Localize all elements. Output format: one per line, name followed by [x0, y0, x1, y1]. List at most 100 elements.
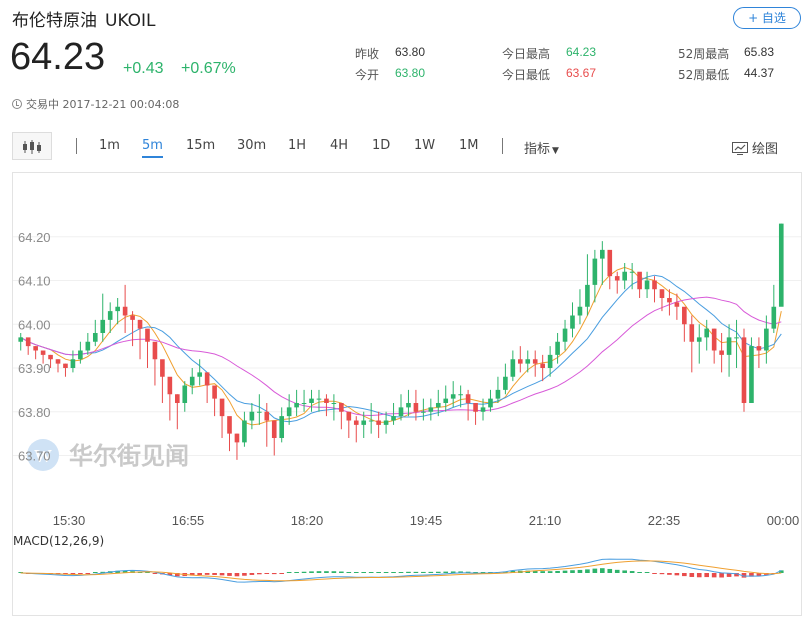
macd-bar — [167, 573, 173, 576]
candle — [488, 389, 493, 412]
candle-body — [435, 403, 441, 408]
candle-body — [585, 284, 590, 307]
candle — [734, 319, 739, 368]
candle-body — [540, 363, 545, 368]
candle-body — [652, 280, 657, 290]
add-watchlist-button[interactable]: + 自选 — [733, 7, 801, 29]
macd-bar — [719, 573, 724, 578]
macd-bar — [421, 571, 426, 573]
macd-bar — [577, 569, 583, 573]
candle — [115, 298, 120, 325]
macd-bar — [18, 572, 24, 573]
candle — [577, 289, 583, 325]
macd-bar — [592, 568, 598, 573]
macd-bar — [756, 573, 762, 577]
candle — [600, 241, 605, 285]
candle — [78, 341, 83, 364]
candle-body — [689, 324, 695, 342]
macd-bar — [368, 572, 374, 573]
tab-5m[interactable]: 5m — [142, 138, 163, 158]
candlestick-chart[interactable]: W 华尔街见闻 64.20 64.10 64.00 63.90 63.80 63.70 1… — [13, 173, 801, 615]
macd-bar — [85, 573, 91, 574]
macd-bar — [227, 573, 232, 576]
chart-type-button[interactable] — [12, 132, 52, 160]
tab-15m[interactable]: 15m — [186, 138, 216, 153]
candle — [503, 363, 508, 395]
indicator-label: 指标 — [524, 142, 551, 157]
macd-bar — [562, 570, 568, 573]
candle — [719, 333, 724, 373]
candle-body — [383, 420, 389, 425]
macd-bar — [70, 573, 76, 575]
macd-bar — [324, 571, 329, 573]
candle-body — [667, 298, 672, 303]
candle — [18, 333, 24, 351]
candle-body — [78, 350, 83, 360]
candle — [353, 416, 359, 443]
macd-bar — [242, 573, 247, 576]
candle — [525, 350, 531, 373]
stat-label-52w-high: 52周最高 — [678, 47, 730, 61]
candle — [182, 381, 188, 412]
last-price: 64.23 — [10, 36, 106, 78]
macd-bar — [189, 573, 195, 576]
candle — [204, 372, 210, 403]
tab-1h[interactable]: 1H — [288, 138, 307, 153]
macd-bar — [286, 572, 292, 573]
candle-body — [532, 359, 538, 364]
candle — [197, 359, 202, 386]
macd-bar — [361, 572, 367, 573]
tab-1w[interactable]: 1W — [414, 138, 436, 153]
stat-label-52w-low: 52周最低 — [678, 68, 730, 82]
candle — [339, 403, 344, 430]
tab-30m[interactable]: 30m — [237, 138, 267, 153]
stat-value-52w-low: 44.37 — [744, 66, 775, 80]
macd-bar — [629, 571, 635, 573]
macd-dea-line — [20, 560, 782, 582]
toolbar-divider — [76, 138, 77, 154]
candle-body — [115, 306, 120, 312]
macd-bar — [145, 572, 150, 573]
macd-bar — [659, 573, 665, 575]
tab-1d[interactable]: 1D — [372, 138, 391, 153]
candle-body — [644, 280, 650, 290]
candle-body — [301, 403, 307, 404]
candle — [174, 394, 180, 430]
candle — [286, 394, 292, 425]
candle — [316, 389, 322, 412]
candle — [63, 363, 68, 377]
y-tick-label: 63.70 — [18, 449, 51, 464]
macd-bar — [473, 572, 478, 573]
candle-body — [40, 350, 46, 355]
candle — [167, 376, 173, 421]
candle — [301, 389, 307, 412]
macd-bar — [510, 570, 516, 573]
y-tick-label: 64.00 — [18, 317, 51, 332]
stat-value-day-low: 63.67 — [566, 66, 597, 80]
candle-body — [704, 328, 710, 338]
price-change: +0.43 — [123, 60, 164, 77]
candle — [741, 328, 747, 412]
macd-bar — [689, 573, 695, 577]
candle-body — [309, 398, 314, 403]
tab-1m[interactable]: 1m — [99, 138, 120, 153]
candle-body — [696, 337, 702, 342]
draw-button[interactable]: 绘图 — [732, 138, 778, 157]
x-tick-label: 21:10 — [529, 513, 562, 528]
candle — [562, 319, 568, 351]
candle — [555, 333, 560, 364]
candle — [264, 403, 270, 447]
candle-body — [749, 346, 754, 403]
tab-1mo[interactable]: 1M — [459, 138, 479, 153]
indicator-dropdown[interactable]: 指标 ▼ — [524, 138, 559, 157]
tab-4h[interactable]: 4H — [330, 138, 349, 153]
candle-body — [406, 403, 411, 408]
candle-body — [122, 306, 128, 316]
caret-down-icon: ▼ — [552, 146, 559, 156]
candle-body — [719, 350, 724, 355]
chart-area[interactable]: W 华尔街见闻 64.20 64.10 64.00 63.90 63.80 63.70 1… — [12, 172, 802, 616]
stat-label-day-low: 今日最低 — [502, 68, 551, 82]
candle-body — [182, 385, 188, 403]
instrument-name: 布伦特原油 — [12, 11, 97, 31]
candle — [510, 350, 516, 382]
